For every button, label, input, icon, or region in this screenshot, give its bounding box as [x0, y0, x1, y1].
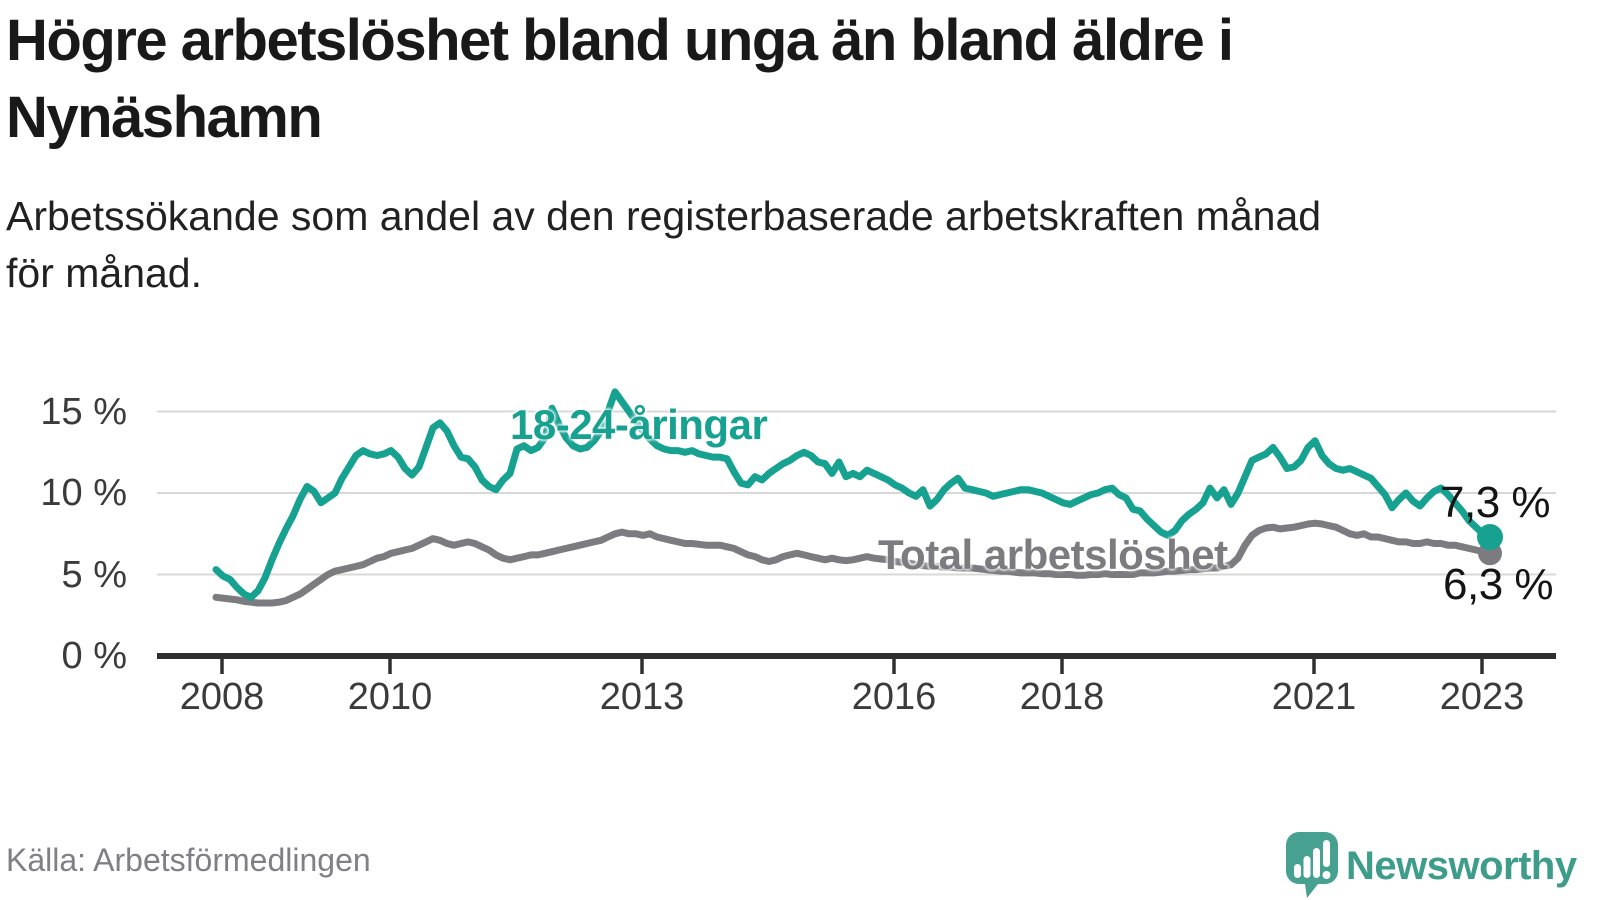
- y-tick-label-15: 15 %: [40, 391, 127, 433]
- series-line-total: [212, 519, 1494, 607]
- series-label-total: Total arbetslöshet: [878, 531, 1228, 578]
- x-tick-label-2008: 2008: [179, 676, 265, 718]
- page-subtitle: Arbetssökande som andel av den registerb…: [6, 193, 1322, 296]
- y-tick-label-10: 10 %: [40, 472, 127, 514]
- end-value-young: 7,3 %: [1440, 478, 1551, 527]
- source-attribution: Källa: Arbetsförmedlingen: [6, 842, 371, 878]
- series-line-young: [212, 388, 1494, 601]
- y-tick-label-5: 5 %: [61, 554, 127, 596]
- x-tick-label-2010: 2010: [347, 676, 433, 718]
- x-tick-label-2016: 2016: [851, 676, 937, 718]
- brand-logo: Newsworthy: [1286, 832, 1596, 898]
- x-axis-ticks: [220, 659, 1484, 674]
- series-label-young: 18-24-åringar: [510, 401, 768, 448]
- series-end-dot-young: [1477, 524, 1503, 551]
- page-title: Högre arbetslöshet bland unga än bland ä…: [6, 8, 1234, 151]
- brand-name: Newsworthy: [1346, 844, 1577, 888]
- end-value-total: 6,3 %: [1443, 560, 1554, 609]
- y-tick-label-0: 0 %: [61, 635, 127, 677]
- x-tick-label-2021: 2021: [1271, 676, 1357, 718]
- x-tick-label-2013: 2013: [599, 676, 685, 718]
- x-tick-label-2018: 2018: [1019, 676, 1105, 718]
- speech-bubble-bar-chart-icon: [1286, 832, 1338, 898]
- x-tick-label-2023: 2023: [1439, 676, 1525, 718]
